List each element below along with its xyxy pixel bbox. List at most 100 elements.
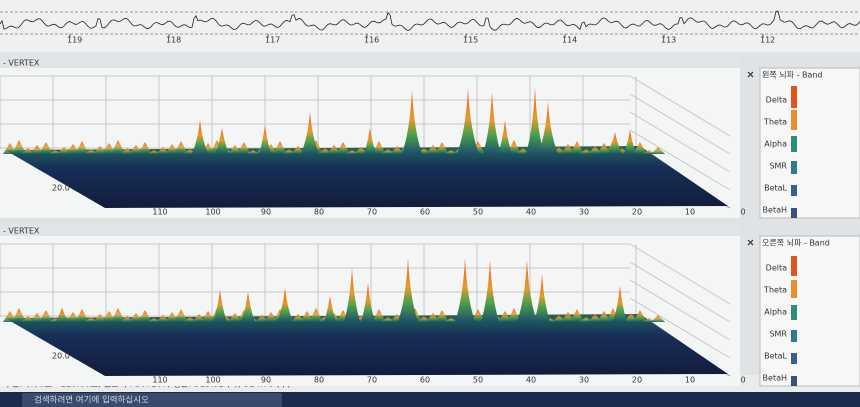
surface-bump: [39, 142, 53, 154]
x-tick-label: 90: [261, 208, 271, 217]
surface-bump: [12, 140, 26, 154]
band-bar: [791, 86, 797, 108]
surface: [5, 314, 728, 376]
x-tick-label: 40: [526, 208, 536, 217]
surface-bump: [651, 315, 665, 322]
x-tick-label: 20: [632, 376, 642, 385]
grid-line: [629, 75, 731, 137]
surface-peak: [192, 120, 208, 154]
surface-peak: [277, 288, 293, 322]
band-label: Delta: [766, 264, 787, 273]
x-tick-label: 20: [632, 208, 642, 217]
x-tick-label: 30: [579, 376, 589, 385]
x-tick-label: 60: [420, 376, 430, 385]
surface: [5, 146, 728, 208]
top-strip: [0, 0, 860, 52]
surface-bump: [39, 310, 53, 322]
surface-bump: [633, 142, 647, 154]
search-placeholder[interactable]: 검색하려면 여기에 입력하십시오: [34, 395, 149, 406]
panel-title: - VERTEX: [3, 59, 40, 68]
close-button[interactable]: [747, 239, 754, 246]
strip-tick-label: 115: [463, 36, 478, 45]
band-label: Theta: [763, 286, 787, 295]
strip-tick-label: 112: [760, 36, 775, 45]
surface-bump: [435, 310, 449, 322]
x-tick-label: 110: [152, 376, 167, 385]
strip-tick-label: 119: [67, 36, 82, 45]
surface-peak: [481, 260, 499, 322]
surface-peak: [215, 128, 229, 154]
band-bar: [791, 305, 797, 320]
band-panel: [759, 67, 860, 219]
band-label: BetaL: [764, 184, 787, 193]
x-tick-label: 50: [473, 376, 483, 385]
close-button[interactable]: [747, 71, 754, 78]
grid-line: [629, 297, 731, 359]
x-tick-label: 110: [152, 208, 167, 217]
grid-line: [629, 111, 731, 173]
surface-peak: [483, 92, 501, 154]
surface-peak: [455, 258, 475, 322]
x-tick-label: 10: [685, 208, 695, 217]
band-title: 왼쪽 뇌파 - Band: [762, 71, 823, 80]
band-label: Delta: [766, 96, 787, 105]
band-label: SMR: [769, 330, 787, 339]
x-tick-label: 80: [314, 376, 324, 385]
search-box[interactable]: [22, 393, 282, 407]
strip-tick-label: 116: [364, 36, 379, 45]
band-bar: [791, 136, 797, 152]
surface-peak: [538, 102, 558, 154]
surface-bump: [507, 308, 521, 322]
band-title: 오른쪽 뇌파 - Band: [762, 239, 830, 248]
y-axis-label: 20.0: [52, 184, 70, 193]
x-tick-label: 10: [685, 376, 695, 385]
x-tick-label: 70: [367, 376, 377, 385]
surface-bump: [651, 147, 665, 154]
surface-bump: [138, 310, 152, 322]
surface-bump: [633, 310, 647, 322]
strip-tick-label: 117: [265, 36, 280, 45]
band-label: Theta: [763, 118, 787, 127]
surface-peak: [608, 132, 622, 154]
surface-peak: [241, 292, 255, 322]
surface-peak: [526, 88, 544, 154]
band-bar: [791, 208, 797, 218]
surface-peak: [517, 260, 537, 322]
surface-bump: [336, 142, 350, 154]
surface-peak: [364, 128, 376, 154]
surface-peak: [398, 258, 418, 322]
surface-bump: [570, 309, 584, 322]
surface-bump: [174, 141, 188, 154]
band-panel: [759, 235, 860, 387]
grid-line: [629, 243, 731, 305]
x-tick-label: 60: [420, 208, 430, 217]
surface-bump: [75, 309, 89, 322]
band-label: BetaH: [763, 374, 787, 383]
grid-line: [629, 279, 731, 341]
x-tick-label: 90: [261, 376, 271, 385]
x-tick-label: 30: [579, 208, 589, 217]
surface-peak: [56, 308, 68, 322]
surface-peak: [259, 125, 271, 154]
surface-peak: [213, 290, 227, 322]
y-axis-label: 20.0: [52, 352, 70, 361]
surface-peak: [457, 88, 479, 154]
surface-bump: [174, 309, 188, 322]
band-bar: [791, 330, 797, 342]
surface-bump: [138, 142, 152, 154]
surface-bump: [237, 142, 251, 154]
surface-bump: [372, 309, 386, 322]
surface-bump: [309, 308, 323, 322]
surface-bump: [471, 309, 485, 322]
surface-peak: [534, 274, 550, 322]
band-bar: [791, 185, 797, 196]
surface-peak: [324, 296, 336, 322]
surface-bump: [570, 141, 584, 154]
grid-line: [629, 129, 731, 191]
surface-bump: [75, 141, 89, 154]
surface-bump: [372, 141, 386, 154]
strip-tick-label: 114: [562, 36, 577, 45]
band-label: Alpha: [764, 308, 787, 317]
